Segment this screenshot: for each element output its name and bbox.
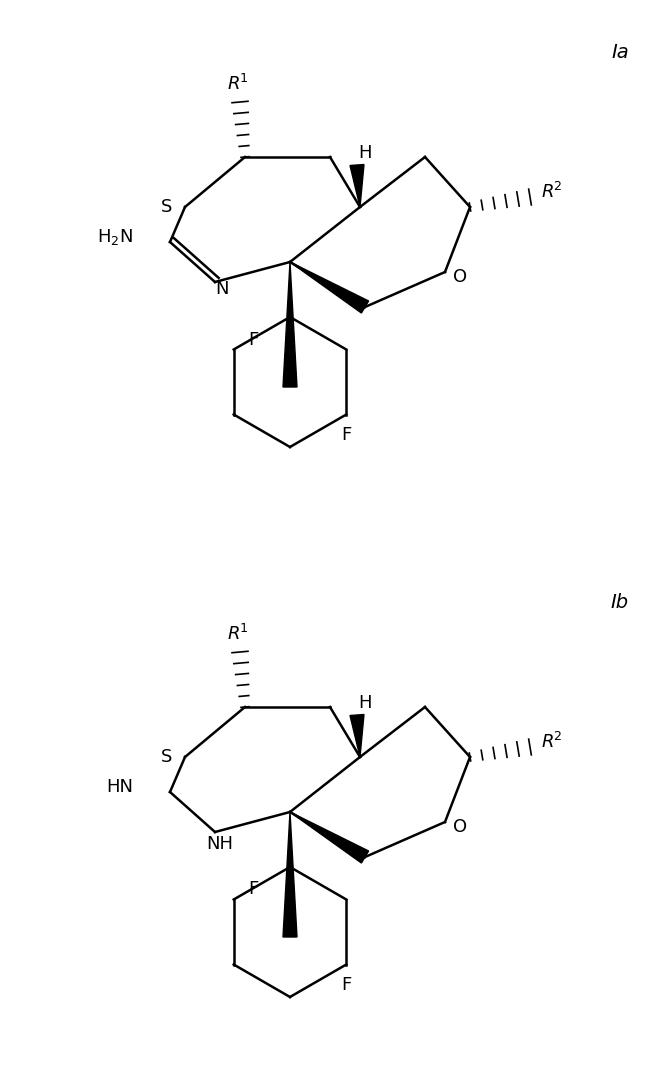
Text: O: O: [453, 818, 467, 836]
Text: F: F: [248, 330, 259, 348]
Text: Ib: Ib: [611, 593, 629, 611]
Text: NH: NH: [206, 835, 234, 853]
Polygon shape: [283, 262, 297, 387]
Text: N: N: [215, 280, 228, 298]
Polygon shape: [350, 714, 364, 757]
Text: H: H: [358, 144, 372, 162]
Text: F: F: [341, 976, 352, 993]
Text: O: O: [453, 268, 467, 286]
Text: F: F: [341, 425, 352, 444]
Text: F: F: [248, 881, 259, 898]
Polygon shape: [350, 164, 364, 207]
Polygon shape: [283, 812, 297, 937]
Text: S: S: [161, 198, 172, 216]
Text: H$_2$N: H$_2$N: [97, 227, 133, 247]
Polygon shape: [290, 262, 368, 313]
Text: R$^1$: R$^1$: [227, 624, 249, 644]
Text: HN: HN: [107, 778, 133, 796]
Text: R$^2$: R$^2$: [541, 182, 563, 202]
Polygon shape: [290, 812, 368, 863]
Text: Ia: Ia: [611, 42, 629, 62]
Text: R$^1$: R$^1$: [227, 74, 249, 94]
Text: H: H: [358, 694, 372, 712]
Text: R$^2$: R$^2$: [541, 731, 563, 752]
Text: S: S: [161, 748, 172, 766]
